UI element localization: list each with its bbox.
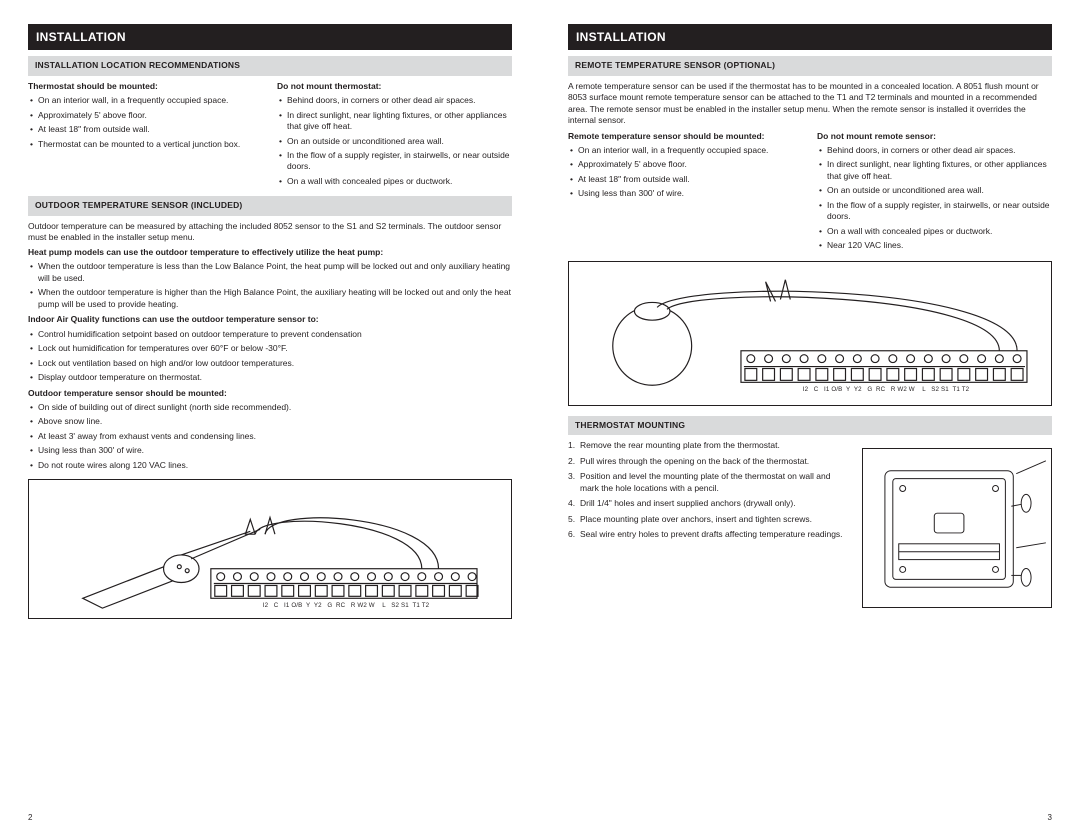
list: On an interior wall, in a frequently occ…	[28, 95, 263, 150]
list-item: Control humidification setpoint based on…	[30, 329, 512, 340]
list-item: On an interior wall, in a frequently occ…	[30, 95, 263, 106]
col-donot: Do not mount remote sensor: Behind doors…	[817, 131, 1052, 255]
page-number: 3	[1048, 813, 1052, 824]
sub-head: Remote temperature sensor should be moun…	[568, 131, 803, 142]
mounting-plate-diagram	[862, 448, 1052, 608]
list-item: On an outside or unconditioned area wall…	[279, 136, 512, 147]
list-item: On an outside or unconditioned area wall…	[819, 185, 1052, 196]
col-mount: Thermostat should be mounted: On an inte…	[28, 81, 263, 191]
step-item: Pull wires through the opening on the ba…	[568, 456, 850, 467]
terminal-labels: I2 C I1 O/B Y Y2 G RC R W2 W L S2 S1 T1 …	[211, 602, 481, 610]
list-item: Do not route wires along 120 VAC lines.	[30, 460, 512, 471]
list-item: Behind doors, in corners or other dead a…	[819, 145, 1052, 156]
page-header: INSTALLATION	[568, 24, 1052, 50]
list: Behind doors, in corners or other dead a…	[277, 95, 512, 187]
list-item: At least 18" from outside wall.	[570, 174, 803, 185]
page-right: INSTALLATION REMOTE TEMPERATURE SENSOR (…	[540, 0, 1080, 834]
section-header: THERMOSTAT MOUNTING	[568, 416, 1052, 435]
list-item: Thermostat can be mounted to a vertical …	[30, 139, 263, 150]
list-item: Approximately 5' above floor.	[570, 159, 803, 170]
list: Behind doors, in corners or other dead a…	[817, 145, 1052, 252]
wiring-diagram-icon	[29, 480, 511, 618]
list: On an interior wall, in a frequently occ…	[568, 145, 803, 200]
sub-head: Heat pump models can use the outdoor tem…	[28, 247, 512, 258]
list-item: Using less than 300' of wire.	[570, 188, 803, 199]
list-item: Above snow line.	[30, 416, 512, 427]
page-header: INSTALLATION	[28, 24, 512, 50]
list-item: Lock out humidification for temperatures…	[30, 343, 512, 354]
mounting-row: Remove the rear mounting plate from the …	[568, 440, 1052, 608]
mounting-steps: Remove the rear mounting plate from the …	[568, 440, 850, 540]
step-item: Seal wire entry holes to prevent drafts …	[568, 529, 850, 540]
list: On side of building out of direct sunlig…	[28, 402, 512, 471]
remote-sensor-cols: Remote temperature sensor should be moun…	[568, 131, 1052, 255]
list-item: At least 18" from outside wall.	[30, 124, 263, 135]
list-item: When the outdoor temperature is higher t…	[30, 287, 512, 310]
section-header: REMOTE TEMPERATURE SENSOR (OPTIONAL)	[568, 56, 1052, 75]
list-item: When the outdoor temperature is less tha…	[30, 261, 512, 284]
list-item: In direct sunlight, near lighting fixtur…	[279, 110, 512, 133]
paragraph: Outdoor temperature can be measured by a…	[28, 221, 512, 244]
location-recommendations: Thermostat should be mounted: On an inte…	[28, 81, 512, 191]
list-item: In the flow of a supply register, in sta…	[279, 150, 512, 173]
list-item: On side of building out of direct sunlig…	[30, 402, 512, 413]
mounting-plate-icon	[863, 449, 1051, 607]
paragraph: A remote temperature sensor can be used …	[568, 81, 1052, 127]
wiring-diagram-icon	[569, 262, 1051, 405]
sub-head: Do not mount remote sensor:	[817, 131, 1052, 142]
list: When the outdoor temperature is less tha…	[28, 261, 512, 310]
list-item: Display outdoor temperature on thermosta…	[30, 372, 512, 383]
col-mount: Remote temperature sensor should be moun…	[568, 131, 803, 255]
list-item: Behind doors, in corners or other dead a…	[279, 95, 512, 106]
step-item: Position and level the mounting plate of…	[568, 471, 850, 494]
step-item: Place mounting plate over anchors, inser…	[568, 514, 850, 525]
list-item: On an interior wall, in a frequently occ…	[570, 145, 803, 156]
list-item: Lock out ventilation based on high and/o…	[30, 358, 512, 369]
step-item: Remove the rear mounting plate from the …	[568, 440, 850, 451]
section-header: OUTDOOR TEMPERATURE SENSOR (INCLUDED)	[28, 196, 512, 215]
list-item: In direct sunlight, near lighting fixtur…	[819, 159, 1052, 182]
outdoor-sensor-diagram: I2 C I1 O/B Y Y2 G RC R W2 W L S2 S1 T1 …	[28, 479, 512, 619]
page-number: 2	[28, 813, 32, 824]
sub-head: Indoor Air Quality functions can use the…	[28, 314, 512, 325]
list-item: Approximately 5' above floor.	[30, 110, 263, 121]
sub-head: Do not mount thermostat:	[277, 81, 512, 92]
step-item: Drill 1/4" holes and insert supplied anc…	[568, 498, 850, 509]
list: Control humidification setpoint based on…	[28, 329, 512, 384]
remote-sensor-diagram: I2 C I1 O/B Y Y2 G RC R W2 W L S2 S1 T1 …	[568, 261, 1052, 406]
list-item: Using less than 300' of wire.	[30, 445, 512, 456]
list-item: At least 3' away from exhaust vents and …	[30, 431, 512, 442]
list-item: Near 120 VAC lines.	[819, 240, 1052, 251]
list-item: On a wall with concealed pipes or ductwo…	[279, 176, 512, 187]
list-item: On a wall with concealed pipes or ductwo…	[819, 226, 1052, 237]
list-item: In the flow of a supply register, in sta…	[819, 200, 1052, 223]
page-left: INSTALLATION INSTALLATION LOCATION RECOM…	[0, 0, 540, 834]
sub-head: Outdoor temperature sensor should be mou…	[28, 388, 512, 399]
col-donot: Do not mount thermostat: Behind doors, i…	[277, 81, 512, 191]
terminal-labels: I2 C I1 O/B Y Y2 G RC R W2 W L S2 S1 T1 …	[741, 386, 1031, 394]
section-header: INSTALLATION LOCATION RECOMMENDATIONS	[28, 56, 512, 75]
sub-head: Thermostat should be mounted:	[28, 81, 263, 92]
